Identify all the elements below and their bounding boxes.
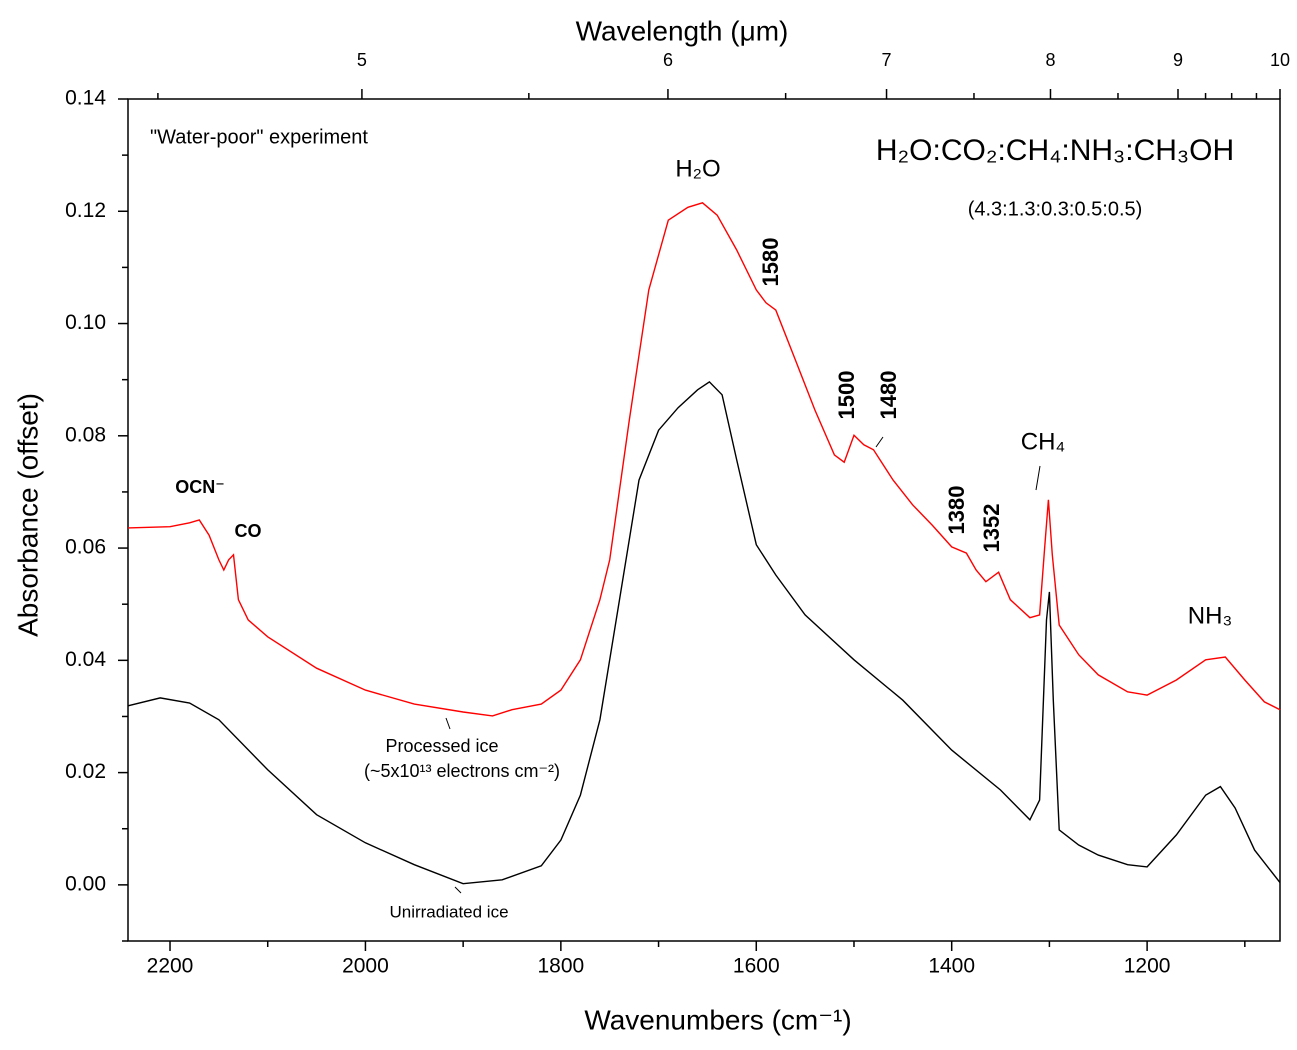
y-tick-label: 0.02 (65, 760, 106, 783)
annotation: Processed ice (385, 736, 498, 756)
annotation: 1352 (979, 504, 1004, 553)
y-axis-label: Absorbance (offset) (12, 393, 43, 637)
leader-line (445, 717, 451, 730)
series-line (127, 202, 1281, 717)
x2-tick-label: 8 (1045, 50, 1055, 70)
leader-lines (445, 436, 1041, 894)
x2-tick-label: 10 (1270, 50, 1290, 70)
annotation: 1500 (834, 371, 859, 420)
y-tick-label: 0.14 (65, 87, 106, 110)
annotation: Unirradiated ice (389, 902, 508, 921)
annotation: (4.3:1.3:0.3:0.5:0.5) (968, 198, 1143, 220)
x2-axis-label: Wavelength (μm) (576, 15, 789, 46)
annotation: "Water-poor" experiment (150, 126, 368, 148)
x2-tick-label: 6 (663, 50, 673, 70)
annotation: CH₄ (1021, 428, 1065, 455)
series-line (127, 380, 1281, 885)
y-tick-label: 0.12 (65, 199, 106, 222)
annotation: H₂O:CO₂:CH₄:NH₃:CH₃OH (876, 134, 1234, 167)
y-tick-label: 0.06 (65, 536, 106, 559)
x2-tick-label: 7 (882, 50, 892, 70)
leader-line (454, 886, 462, 894)
annotation: 1480 (876, 371, 901, 420)
annotation: NH₃ (1188, 602, 1232, 629)
y-tick-label: 0.04 (65, 648, 106, 671)
x-tick-label: 2200 (147, 955, 194, 978)
x-tick-label: 2000 (342, 955, 389, 978)
annotation: H₂O (675, 155, 720, 182)
x-tick-label: 1400 (928, 955, 975, 978)
leader-line (875, 436, 884, 448)
annotation: OCN⁻ (175, 477, 225, 497)
annotation: (~5x10¹³ electrons cm⁻²) (364, 761, 560, 781)
leader-line (1035, 465, 1041, 491)
x2-tick-label: 9 (1173, 50, 1183, 70)
annotation: CO (235, 521, 262, 541)
x-tick-label: 1600 (733, 955, 780, 978)
annotation: 1380 (944, 486, 969, 535)
y-tick-label: 0.10 (65, 311, 106, 334)
x-axis-label: Wavenumbers (cm⁻¹) (584, 1004, 851, 1035)
x-tick-label: 1200 (1124, 955, 1171, 978)
x2-tick-label: 5 (357, 50, 367, 70)
y-tick-label: 0.00 (65, 872, 106, 895)
y-tick-label: 0.08 (65, 423, 106, 446)
plot-frame (127, 98, 1281, 942)
annotation: 1580 (758, 238, 783, 287)
x-tick-label: 1800 (537, 955, 584, 978)
